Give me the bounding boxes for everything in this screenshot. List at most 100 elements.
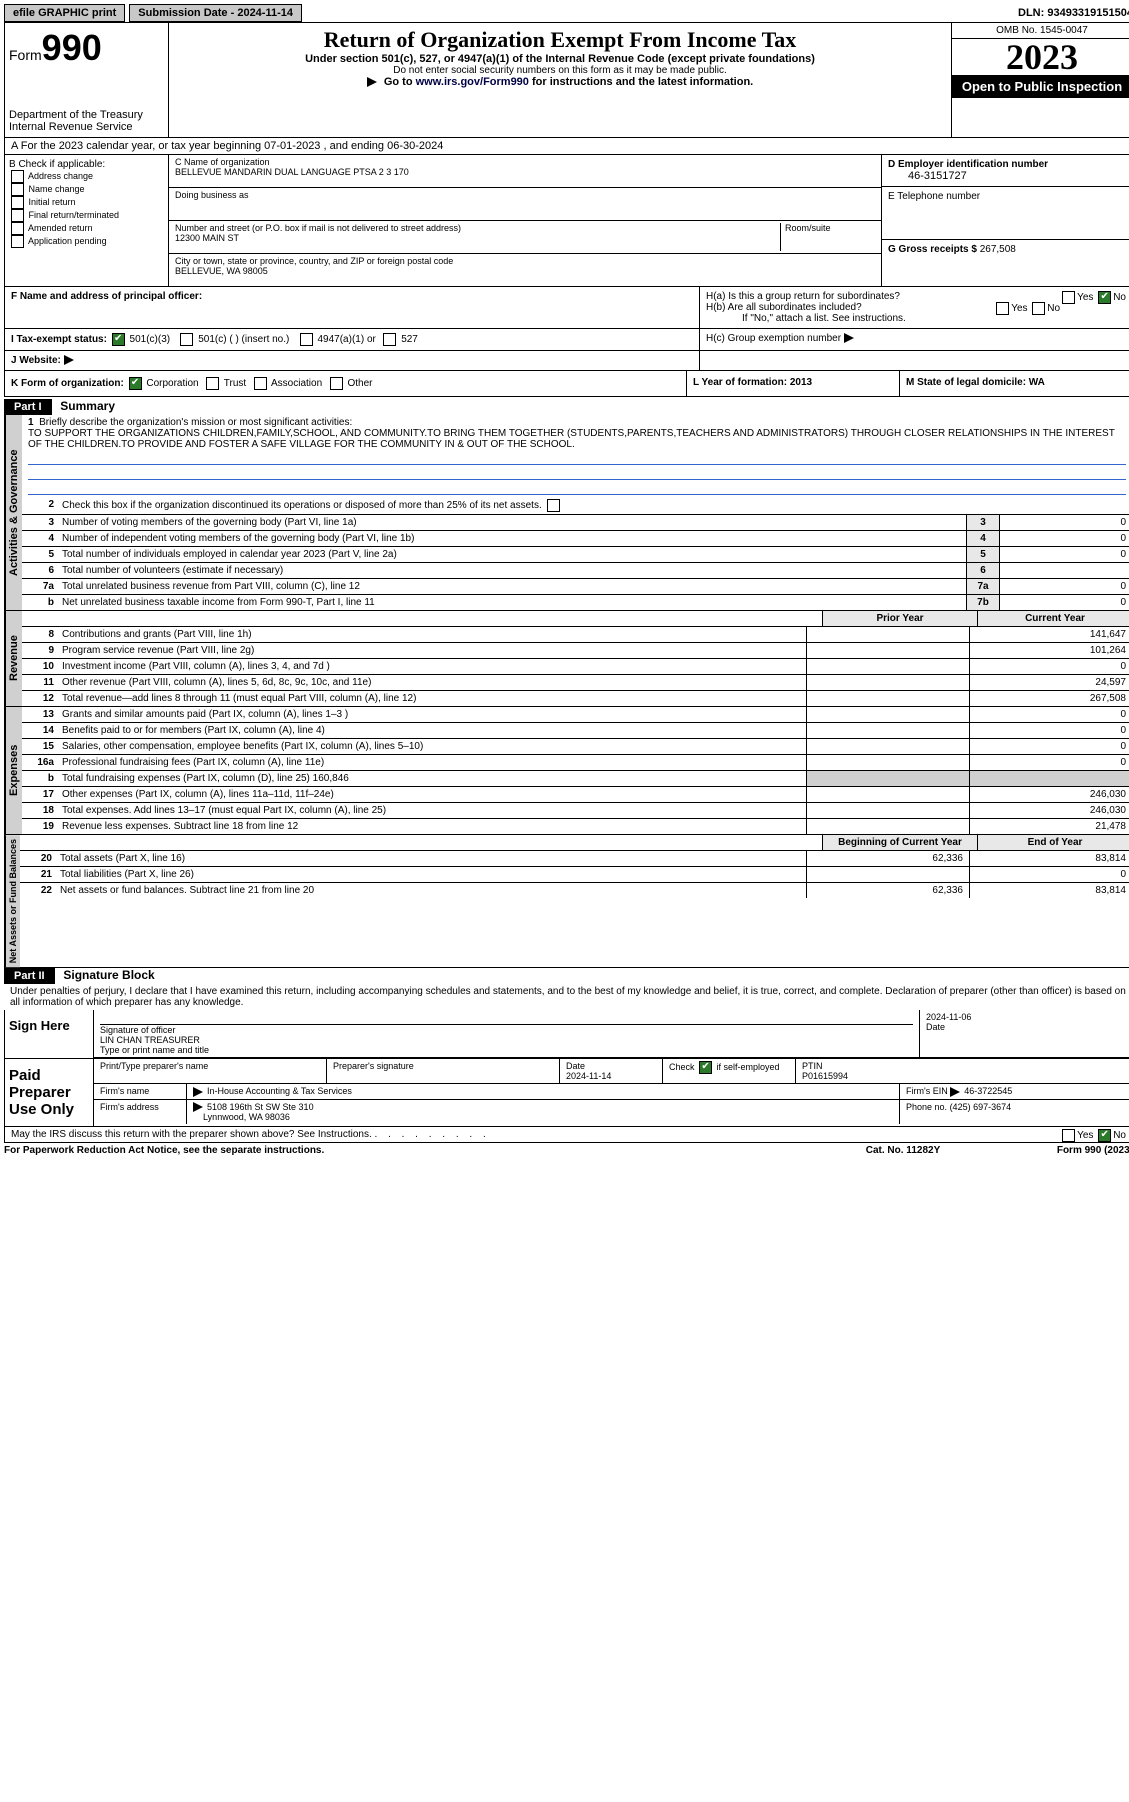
val-12: 267,508 bbox=[969, 691, 1129, 706]
checkbox-other[interactable] bbox=[330, 377, 343, 390]
box-m-domicile: M State of legal domicile: WA bbox=[899, 371, 1129, 396]
val-16a: 0 bbox=[969, 755, 1129, 770]
val-8: 141,647 bbox=[969, 627, 1129, 642]
submission-label: Submission Date - bbox=[138, 7, 237, 19]
form-instructions-link-row: Go to www.irs.gov/Form990 for instructio… bbox=[173, 76, 947, 88]
checkbox-501c3[interactable] bbox=[112, 333, 125, 346]
box-b-label: B Check if applicable: bbox=[9, 159, 164, 170]
box-e-label: E Telephone number bbox=[882, 187, 1129, 240]
checkbox-527[interactable] bbox=[383, 333, 396, 346]
box-k-label: K Form of organization: bbox=[11, 378, 124, 389]
arrow-icon bbox=[844, 333, 854, 343]
val-13: 0 bbox=[969, 707, 1129, 722]
arrow-icon bbox=[64, 355, 74, 365]
arrow-icon bbox=[950, 1087, 960, 1097]
dba-label: Doing business as bbox=[175, 190, 875, 200]
submission-date-button[interactable]: Submission Date - 2024-11-14 bbox=[129, 4, 302, 22]
checkbox-ha-yes[interactable] bbox=[1062, 291, 1075, 304]
checkbox-address-change[interactable] bbox=[11, 170, 24, 183]
checkbox-amended-return[interactable] bbox=[11, 222, 24, 235]
address-label: Number and street (or P.O. box if mail i… bbox=[175, 223, 780, 233]
irs-link[interactable]: www.irs.gov/Form990 bbox=[416, 76, 529, 88]
form-subtitle-2: Do not enter social security numbers on … bbox=[173, 65, 947, 76]
box-f-label: F Name and address of principal officer: bbox=[5, 287, 700, 328]
firm-ein: 46-3722545 bbox=[964, 1086, 1012, 1096]
efile-button[interactable]: efile GRAPHIC print bbox=[4, 4, 125, 22]
firm-phone: (425) 697-3674 bbox=[950, 1102, 1012, 1112]
sign-date: 2024-11-06 bbox=[926, 1012, 1126, 1022]
val-6 bbox=[999, 563, 1129, 578]
beg-year-header: Beginning of Current Year bbox=[822, 835, 977, 850]
preparer-date: 2024-11-14 bbox=[566, 1071, 611, 1081]
checkbox-final-return[interactable] bbox=[11, 209, 24, 222]
street-address: 12300 MAIN ST bbox=[175, 233, 780, 243]
checkbox-application-pending[interactable] bbox=[11, 235, 24, 248]
checkbox-initial-return[interactable] bbox=[11, 196, 24, 209]
firm-city: Lynnwood, WA 98036 bbox=[203, 1112, 290, 1122]
checkbox-ha-no[interactable] bbox=[1098, 291, 1111, 304]
checkbox-corporation[interactable] bbox=[129, 377, 142, 390]
val-7a: 0 bbox=[999, 579, 1129, 594]
part-1-header: Part I bbox=[4, 399, 52, 415]
val-10: 0 bbox=[969, 659, 1129, 674]
prior-year-header: Prior Year bbox=[822, 611, 977, 626]
h-a-label: H(a) Is this a group return for subordin… bbox=[706, 291, 900, 302]
part-2-header: Part II bbox=[4, 968, 55, 984]
val-20p: 62,336 bbox=[806, 851, 969, 866]
checkbox-hb-no[interactable] bbox=[1032, 302, 1045, 315]
val-17: 246,030 bbox=[969, 787, 1129, 802]
checkbox-trust[interactable] bbox=[206, 377, 219, 390]
sign-date-label: Date bbox=[926, 1022, 1126, 1032]
checkbox-self-employed[interactable] bbox=[699, 1061, 712, 1074]
val-19: 21,478 bbox=[969, 819, 1129, 834]
side-governance: Activities & Governance bbox=[5, 415, 22, 610]
val-7b: 0 bbox=[999, 595, 1129, 610]
sign-here-label: Sign Here bbox=[5, 1010, 94, 1058]
val-11: 24,597 bbox=[969, 675, 1129, 690]
cat-number: Cat. No. 11282Y bbox=[833, 1145, 973, 1156]
side-expenses: Expenses bbox=[5, 707, 22, 834]
val-22p: 62,336 bbox=[806, 883, 969, 898]
checkbox-hb-yes[interactable] bbox=[996, 302, 1009, 315]
firm-name: In-House Accounting & Tax Services bbox=[207, 1086, 352, 1096]
part-2-title: Signature Block bbox=[57, 968, 154, 982]
discuss-irs-text: May the IRS discuss this return with the… bbox=[11, 1129, 372, 1140]
checkbox-association[interactable] bbox=[254, 377, 267, 390]
dln-text: DLN: 93493319151504 bbox=[1018, 7, 1129, 19]
box-l-year-formation: L Year of formation: 2013 bbox=[686, 371, 899, 396]
checkbox-501c[interactable] bbox=[180, 333, 193, 346]
sig-officer-label: Signature of officer bbox=[100, 1025, 913, 1035]
arrow-icon bbox=[193, 1102, 203, 1112]
box-c-name-label: C Name of organization bbox=[175, 157, 875, 167]
line-1-label: Briefly describe the organization's miss… bbox=[39, 417, 352, 428]
h-c-label: H(c) Group exemption number bbox=[706, 333, 1126, 344]
checkbox-discuss-yes[interactable] bbox=[1062, 1129, 1075, 1142]
checkbox-4947[interactable] bbox=[300, 333, 313, 346]
val-4: 0 bbox=[999, 531, 1129, 546]
checkbox-name-change[interactable] bbox=[11, 183, 24, 196]
room-suite-label: Room/suite bbox=[780, 223, 875, 251]
current-year-header: Current Year bbox=[977, 611, 1129, 626]
paid-preparer-label: Paid Preparer Use Only bbox=[5, 1059, 94, 1126]
preparer-sig-label: Preparer's signature bbox=[327, 1059, 560, 1083]
box-j-label: J Website: bbox=[11, 355, 61, 366]
val-21c: 0 bbox=[969, 867, 1129, 882]
checkbox-discuss-no[interactable] bbox=[1098, 1129, 1111, 1142]
h-b-label: H(b) Are all subordinates included? bbox=[706, 302, 862, 313]
tax-year: 2023 bbox=[952, 39, 1129, 75]
checkbox-line2[interactable] bbox=[547, 499, 560, 512]
box-d-label: D Employer identification number bbox=[888, 159, 1126, 170]
side-net-assets: Net Assets or Fund Balances bbox=[5, 835, 20, 967]
open-public-badge: Open to Public Inspection bbox=[952, 75, 1129, 98]
val-3: 0 bbox=[999, 515, 1129, 530]
end-year-header: End of Year bbox=[977, 835, 1129, 850]
h-b-note: If "No," attach a list. See instructions… bbox=[706, 313, 1126, 324]
gross-receipts: 267,508 bbox=[980, 244, 1016, 255]
val-21p bbox=[806, 867, 969, 882]
val-9: 101,264 bbox=[969, 643, 1129, 658]
arrow-icon bbox=[193, 1087, 203, 1097]
box-g-label: G Gross receipts $ bbox=[888, 244, 977, 255]
city-state-zip: BELLEVUE, WA 98005 bbox=[175, 266, 875, 276]
dept-treasury: Department of the Treasury bbox=[9, 109, 164, 121]
type-name-label: Type or print name and title bbox=[100, 1045, 913, 1055]
